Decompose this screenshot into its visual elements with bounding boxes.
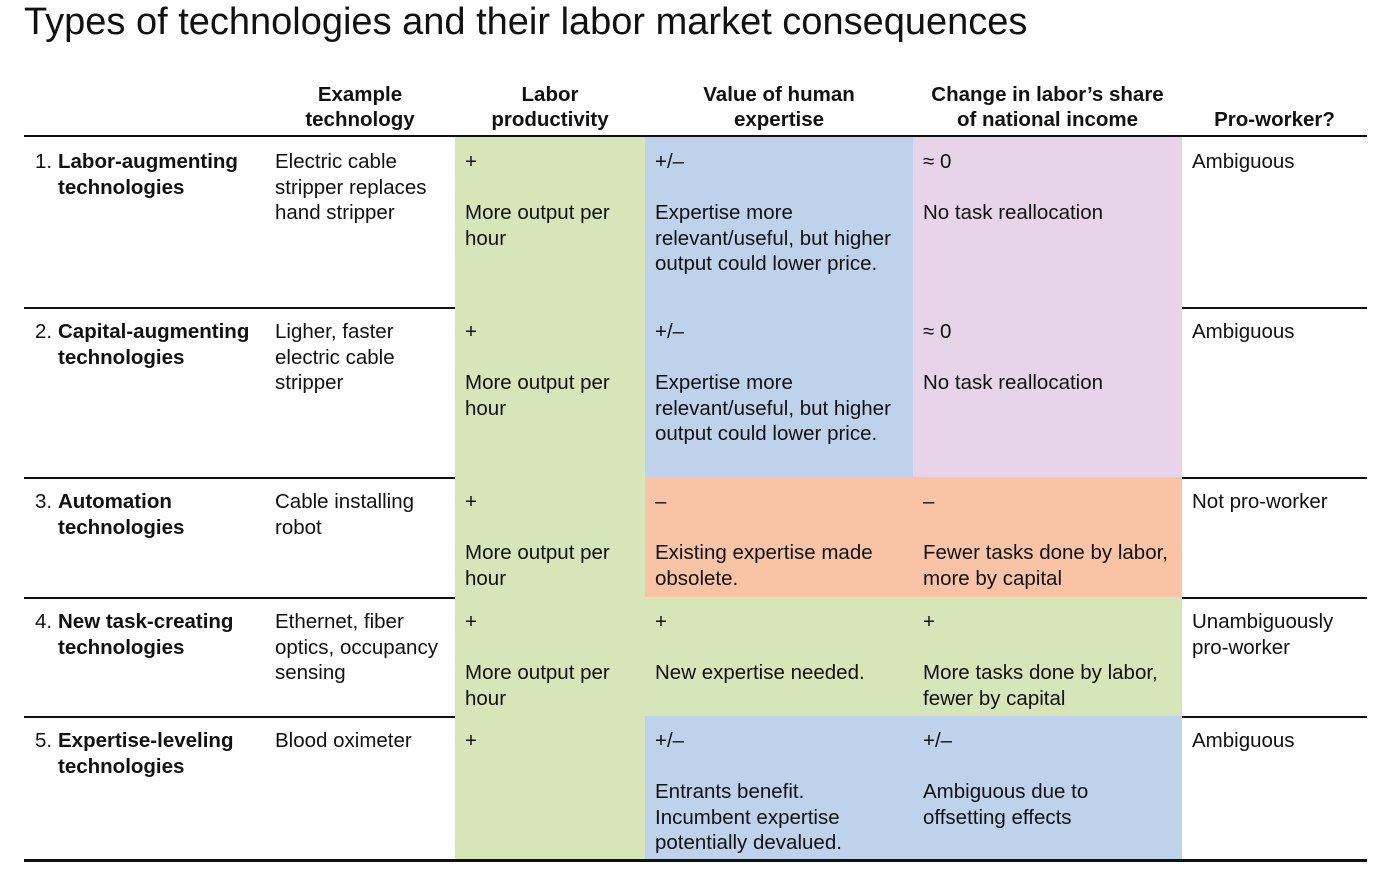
pro-worker: Ambiguous — [1192, 320, 1295, 343]
description: No task reallocation — [923, 371, 1104, 394]
sign: + — [465, 610, 477, 633]
sign: +/– — [655, 320, 685, 343]
description: More tasks done by labor, fewer by capit… — [923, 661, 1158, 710]
productivity-cell: + More output per hour — [455, 477, 645, 597]
row-label: 4. New task-creating technologies — [24, 597, 265, 716]
row-label: 2. Capital-augmenting technologies — [24, 307, 265, 477]
row-number: 2. — [35, 320, 53, 343]
column-header: Labor productivity — [491, 83, 609, 131]
example: Ligher, faster electric cable stripper — [275, 320, 395, 394]
row-name: Expertise-leveling technologies — [58, 729, 234, 778]
productivity-cell: + More output per hour — [455, 597, 645, 716]
example: Cable installing robot — [275, 490, 415, 539]
sign: + — [923, 610, 935, 633]
description: No task reallocation — [923, 201, 1104, 224]
example: Blood oximeter — [275, 729, 412, 752]
bottom-rule — [24, 859, 1367, 862]
labor_share-cell: – Fewer tasks done by labor, more by capi… — [913, 477, 1182, 597]
pro-worker: Unambiguously pro-worker — [1192, 610, 1334, 659]
sign: + — [465, 490, 477, 513]
row-label: 5. Expertise-leveling technologies — [24, 716, 265, 860]
row-name: Capital-augmenting technologies — [58, 320, 250, 369]
expertise-cell: +/– Expertise more relevant/useful, but h… — [645, 137, 913, 307]
sign: +/– — [923, 729, 953, 752]
description: New expertise needed. — [655, 661, 865, 684]
row-number: 4. — [35, 610, 53, 633]
header-rule — [24, 135, 1367, 137]
labor_share-cell: ≈ 0 No task reallocation — [913, 137, 1182, 307]
sign: + — [465, 729, 477, 752]
description: More output per hour — [465, 201, 610, 250]
row-name: Labor-augmenting technologies — [58, 150, 238, 199]
sign: ≈ 0 — [923, 150, 952, 173]
description: More output per hour — [465, 541, 610, 590]
sign: + — [655, 610, 667, 633]
description: Expertise more relevant/useful, but high… — [655, 201, 891, 275]
description: Existing expertise made obsolete. — [655, 541, 873, 590]
pro-worker: Ambiguous — [1192, 150, 1295, 173]
pro-worker: Ambiguous — [1192, 729, 1295, 752]
labor_share-cell: ≈ 0 No task reallocation — [913, 307, 1182, 477]
expertise-cell: +/– Entrants benefit. Incumbent expertise… — [645, 716, 913, 860]
row-number: 3. — [35, 490, 53, 513]
column-header: Value of human expertise — [703, 83, 855, 131]
sign: + — [465, 150, 477, 173]
description: Ambiguous due to offsetting effects — [923, 780, 1089, 829]
sign: – — [923, 490, 935, 513]
expertise-cell: + New expertise needed. — [645, 597, 913, 716]
sign: – — [655, 490, 667, 513]
productivity-cell: + More output per hour — [455, 307, 645, 477]
example: Ethernet, fiber optics, occupancy sensin… — [275, 610, 438, 684]
example: Electric cable stripper replaces hand st… — [275, 150, 427, 224]
pro-worker: Not pro-worker — [1192, 490, 1328, 513]
expertise-cell: – Existing expertise made obsolete. — [645, 477, 913, 597]
sign: +/– — [655, 729, 685, 752]
expertise-cell: +/– Expertise more relevant/useful, but h… — [645, 307, 913, 477]
description: More output per hour — [465, 661, 610, 710]
row-number: 1. — [35, 150, 53, 173]
column-header: Change in labor’s share of national inco… — [931, 83, 1164, 131]
productivity-cell: + More output per hour — [455, 137, 645, 307]
column-header: Pro-worker? — [1214, 108, 1335, 131]
column-header: Example technology — [305, 83, 415, 131]
title: Types of technologies and their labor ma… — [24, 1, 1028, 43]
row-name: Automation technologies — [58, 490, 185, 539]
sign: ≈ 0 — [923, 320, 952, 343]
row-label: 1. Labor-augmenting technologies — [24, 137, 265, 307]
description: Expertise more relevant/useful, but high… — [655, 371, 891, 445]
labor_share-cell: + More tasks done by labor, fewer by capi… — [913, 597, 1182, 716]
row-name: New task-creating technologies — [58, 610, 234, 659]
row-number: 5. — [35, 729, 53, 752]
productivity-cell: + — [455, 716, 645, 860]
description: Entrants benefit. Incumbent expertise po… — [655, 780, 842, 854]
description: More output per hour — [465, 371, 610, 420]
row-label: 3. Automation technologies — [24, 477, 265, 597]
sign: +/– — [655, 150, 685, 173]
labor_share-cell: +/– Ambiguous due to offsetting effects — [913, 716, 1182, 860]
description: Fewer tasks done by labor, more by capit… — [923, 541, 1168, 590]
sign: + — [465, 320, 477, 343]
